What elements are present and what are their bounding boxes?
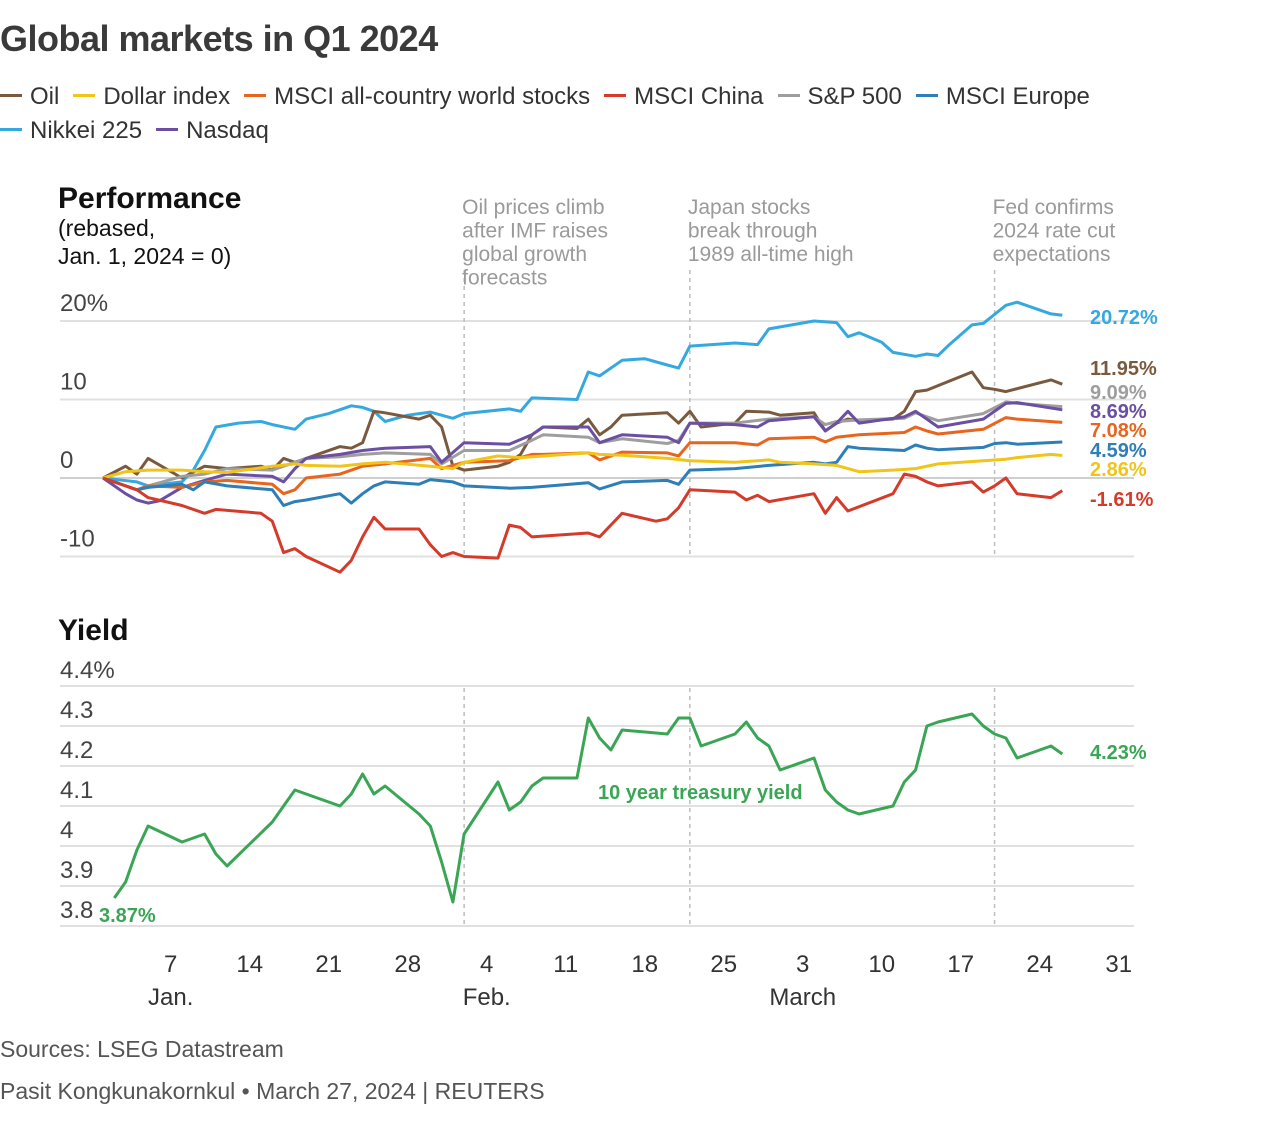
legend-label: Oil [30,83,60,110]
performance-title: Performance [58,182,241,215]
page-title: Global markets in Q1 2024 [0,18,438,59]
legend-item: MSCI all-country world stocks [244,80,590,114]
y-tick-label: 10 [60,369,87,396]
x-month-label: Feb. [463,984,511,1011]
series-end-label: 7.08% [1090,420,1147,442]
annotation-text: Oil prices climb [462,196,604,219]
x-tick-label: 25 [710,951,737,978]
y-tick-label: 4.1 [60,777,93,804]
x-tick-label: 31 [1105,951,1132,978]
series-end-label: 9.09% [1090,382,1147,404]
legend-swatch [156,128,179,132]
series-end-label: 2.86% [1090,459,1147,481]
legend-label: S&P 500 [807,83,902,110]
annotation-text: break through [688,220,818,243]
series-line [102,451,1063,480]
legend-item: Oil [0,80,59,114]
legend-label: MSCI Europe [945,83,1090,110]
x-tick-label: 17 [947,951,974,978]
series-end-label: 8.69% [1090,401,1147,423]
y-tick-label: 4 [60,817,73,844]
annotation-text: Fed confirms [993,196,1114,219]
legend-item: Dollar index [73,80,230,114]
series-end-label: 4.23% [1090,742,1147,764]
series-line [102,472,1064,574]
annotation-text: forecasts [462,267,547,290]
y-tick-label: 4.4% [60,657,115,684]
yield-title: Yield [58,614,129,647]
x-tick-label: 28 [394,951,421,978]
legend-label: Nasdaq [186,117,269,144]
series-end-label: 11.95% [1090,358,1157,380]
legend-swatch [0,94,22,98]
x-tick-label: 24 [1026,951,1053,978]
legend-swatch [244,94,267,98]
legend-label: MSCI China [634,83,764,110]
legend-item: MSCI Europe [915,80,1090,114]
performance-subtitle: (rebased, [58,215,155,241]
y-tick-label: 3.9 [60,857,93,884]
legend-item: S&P 500 [777,80,902,114]
x-tick-label: 3 [796,951,809,978]
series-name-label: 10 year treasury yield [598,782,803,804]
legend-swatch [73,94,96,98]
legend-item: Nasdaq [156,114,269,148]
legend-label: Dollar index [103,83,231,110]
credit-text: Pasit Kongkunakornkul • March 27, 2024 |… [0,1078,545,1104]
x-tick-label: 7 [164,951,177,978]
y-tick-label: 4.2 [60,737,93,764]
annotation-text: Japan stocks [688,196,811,219]
x-tick-label: 10 [868,951,895,978]
series-line [102,440,1063,507]
sources-text: Sources: LSEG Datastream [0,1036,284,1062]
series-end-label: 20.72% [1090,307,1158,329]
legend-item: MSCI China [604,80,764,114]
legend: Oil Dollar index MSCI all-country world st… [0,80,1200,148]
series-line [102,401,1063,505]
legend-item: Nikkei 225 [0,114,142,148]
y-tick-label: -10 [60,526,95,553]
annotation-text: 1989 all-time high [688,243,854,266]
x-month-label: March [769,984,836,1011]
y-tick-label: 20% [60,290,108,317]
annotation-text: expectations [993,243,1111,266]
legend-swatch [777,94,800,98]
series-line [102,416,1063,496]
chart-svg: Performance(rebased,Jan. 1, 2024 = 0) Yie… [58,182,1158,1011]
annotation-text: after IMF raises [462,220,608,243]
performance-subtitle: Jan. 1, 2024 = 0) [58,243,231,269]
legend-label: Nikkei 225 [30,117,143,144]
legend-swatch [604,94,627,98]
annotation-text: global growth [462,243,587,266]
x-tick-label: 18 [631,951,658,978]
series-end-label: -1.61% [1090,489,1154,511]
legend-swatch [915,94,938,98]
x-tick-label: 14 [236,951,263,978]
series-line [113,712,1064,904]
legend-swatch [0,128,22,132]
x-month-label: Jan. [148,984,193,1011]
x-tick-label: 4 [480,951,493,978]
x-tick-label: 21 [315,951,342,978]
series-line [102,300,1063,488]
series-start-label: 3.87% [99,905,156,927]
y-tick-label: 0 [60,447,73,474]
y-tick-label: 4.3 [60,697,93,724]
annotation-text: 2024 rate cut [993,220,1116,243]
x-tick-label: 11 [553,951,578,978]
legend-label: MSCI all-country world stocks [274,83,591,110]
series-end-label: 4.59% [1090,440,1147,462]
y-tick-label: 3.8 [60,897,93,924]
